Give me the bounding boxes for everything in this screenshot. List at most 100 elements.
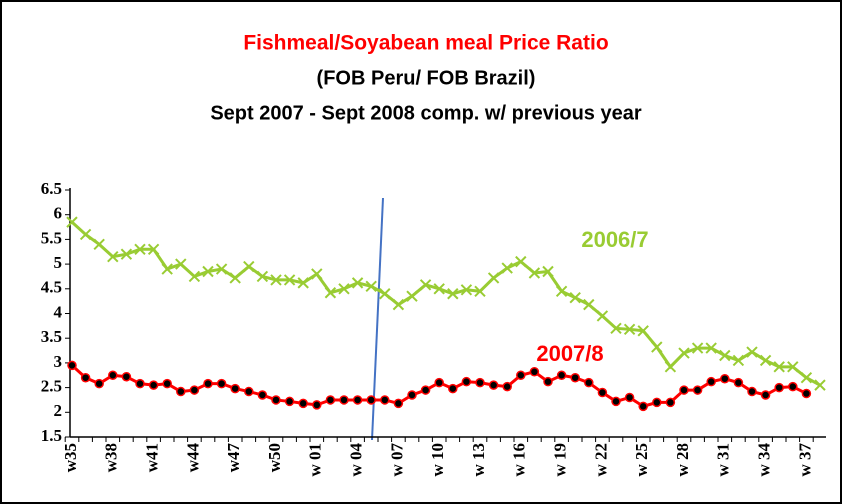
marker xyxy=(352,395,363,405)
marker xyxy=(569,291,581,304)
series-label: 2006/7 xyxy=(581,227,648,252)
marker xyxy=(135,378,145,389)
marker xyxy=(121,371,132,382)
marker xyxy=(664,361,677,373)
marker xyxy=(297,277,309,289)
marker xyxy=(244,386,254,397)
marker xyxy=(148,380,159,390)
y-tick-label: 5.5 xyxy=(41,228,62,247)
x-tick-label: w 28 xyxy=(673,443,692,477)
x-tick-label: w 01 xyxy=(306,443,325,477)
marker xyxy=(420,385,431,395)
marker xyxy=(134,243,146,255)
marker xyxy=(515,255,527,268)
marker xyxy=(379,288,391,300)
marker xyxy=(528,267,541,279)
marker xyxy=(732,354,745,367)
marker xyxy=(162,378,172,389)
marker xyxy=(705,342,717,354)
y-tick-label: 2.5 xyxy=(41,377,62,396)
marker xyxy=(366,395,376,405)
marker xyxy=(760,390,771,400)
marker xyxy=(692,385,703,395)
marker xyxy=(461,376,472,387)
series-label: 2007/8 xyxy=(536,341,603,366)
marker xyxy=(516,370,526,380)
marker xyxy=(746,346,758,358)
marker xyxy=(733,377,744,388)
x-tick-label: w 13 xyxy=(469,443,488,477)
marker xyxy=(719,349,731,362)
x-tick-label: w 07 xyxy=(387,443,406,477)
marker xyxy=(637,325,649,337)
y-tick-label: 1.5 xyxy=(41,426,62,445)
marker xyxy=(502,381,512,392)
x-tick-label: w 04 xyxy=(347,443,366,477)
chart-subtitle: Sept 2007 - Sept 2008 comp. w/ previous … xyxy=(210,102,642,124)
x-tick-label: w 34 xyxy=(755,443,774,477)
marker xyxy=(216,378,227,389)
marker xyxy=(611,396,621,407)
x-tick-label: w 10 xyxy=(428,443,447,477)
marker xyxy=(243,260,255,273)
marker xyxy=(107,250,119,263)
marker xyxy=(283,274,296,286)
marker xyxy=(407,390,417,400)
marker xyxy=(488,380,499,390)
marker xyxy=(623,323,636,336)
marker xyxy=(542,265,554,278)
x-tick-label: w 16 xyxy=(510,443,529,477)
marker xyxy=(161,263,173,275)
marker xyxy=(747,386,757,397)
marker xyxy=(380,395,390,405)
marker xyxy=(176,386,186,397)
marker xyxy=(175,258,187,270)
marker xyxy=(773,361,785,373)
marker xyxy=(351,277,364,289)
marker xyxy=(392,298,405,311)
marker xyxy=(215,263,228,275)
y-tick-label: 2 xyxy=(54,401,63,420)
marker xyxy=(324,287,337,299)
marker xyxy=(256,270,269,283)
marker xyxy=(365,280,377,293)
x-tick-label: w50 xyxy=(265,443,284,472)
series-line xyxy=(70,220,821,387)
x-tick-label: w 37 xyxy=(795,443,814,477)
marker xyxy=(120,248,133,260)
marker xyxy=(474,285,486,297)
x-tick-label: w 31 xyxy=(714,443,733,477)
marker xyxy=(230,383,240,394)
marker xyxy=(339,395,349,405)
marker xyxy=(679,385,689,395)
marker xyxy=(543,376,553,387)
marker xyxy=(93,238,105,251)
x-tick-label: w 19 xyxy=(551,443,570,477)
marker xyxy=(188,270,201,283)
x-tick-label: w41 xyxy=(143,443,162,472)
marker xyxy=(487,272,500,284)
marker xyxy=(651,341,663,353)
marker xyxy=(570,372,580,383)
y-tick-label: 4.5 xyxy=(41,278,62,297)
y-tick-label: 6.5 xyxy=(41,179,62,198)
marker xyxy=(406,290,418,302)
marker xyxy=(448,383,458,394)
marker xyxy=(270,274,282,286)
y-tick-label: 3 xyxy=(54,352,63,371)
marker xyxy=(610,322,622,335)
marker xyxy=(298,398,308,409)
marker xyxy=(202,265,214,278)
marker xyxy=(94,378,104,389)
marker xyxy=(312,400,322,410)
marker xyxy=(108,370,118,380)
marker xyxy=(556,370,567,380)
marker xyxy=(311,268,323,280)
marker xyxy=(147,243,160,255)
marker xyxy=(325,395,336,405)
marker xyxy=(678,347,690,359)
marker xyxy=(393,398,404,409)
x-tick-label: w 25 xyxy=(632,443,651,477)
